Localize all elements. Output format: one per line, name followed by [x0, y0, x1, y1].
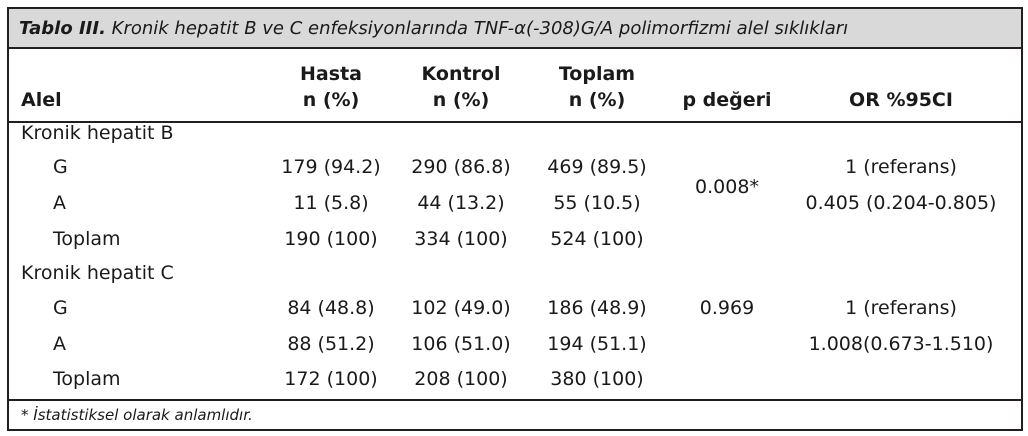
- table-row: A 11 (5.8) 44 (13.2) 55 (10.5) 0.405 (0.…: [9, 185, 1021, 221]
- cell-toplam: 524 (100): [550, 228, 644, 250]
- table-header: Alel Hasta n (%) Kontrol n (%) Toplam n …: [9, 51, 1021, 123]
- group-label-hepatit-b: Kronik hepatit B: [21, 122, 174, 144]
- header-kontrol-top: Kontrol: [421, 63, 501, 85]
- table-row: G 84 (48.8) 102 (49.0) 186 (48.9) 1 (ref…: [9, 290, 1021, 326]
- cell-hasta: 88 (51.2): [287, 333, 375, 355]
- cell-kontrol: 106 (51.0): [411, 333, 511, 355]
- header-or: OR %95CI: [849, 89, 953, 111]
- cell-hasta: 11 (5.8): [293, 192, 369, 214]
- table-frame: Tablo III. Kronik hepatit B ve C enfeksi…: [7, 7, 1023, 431]
- header-alel: Alel: [21, 89, 62, 111]
- table-row: G 179 (94.2) 290 (86.8) 469 (89.5) 1 (re…: [9, 149, 1021, 185]
- cell-toplam: 186 (48.9): [547, 297, 647, 319]
- group-label-hepatit-c: Kronik hepatit C: [21, 262, 174, 284]
- header-toplam-bottom: n (%): [568, 89, 626, 111]
- cell-alel: Toplam: [53, 228, 121, 250]
- p-value-hepatit-c: 0.969: [699, 297, 755, 319]
- cell-alel: Toplam: [53, 368, 121, 390]
- table-row: A 88 (51.2) 106 (51.0) 194 (51.1) 1.008(…: [9, 326, 1021, 362]
- cell-toplam: 380 (100): [550, 368, 644, 390]
- cell-hasta: 179 (94.2): [281, 156, 381, 178]
- caption-label: Tablo III.: [19, 18, 106, 39]
- cell-hasta: 190 (100): [284, 228, 378, 250]
- cell-toplam: 469 (89.5): [547, 156, 647, 178]
- header-hasta-bottom: n (%): [302, 89, 360, 111]
- cell-alel: A: [53, 333, 66, 355]
- cell-kontrol: 102 (49.0): [411, 297, 511, 319]
- cell-hasta: 172 (100): [284, 368, 378, 390]
- cell-toplam: 194 (51.1): [547, 333, 647, 355]
- cell-or: 1 (referans): [845, 156, 957, 178]
- cell-toplam: 55 (10.5): [553, 192, 641, 214]
- cell-kontrol: 290 (86.8): [411, 156, 511, 178]
- cell-alel: A: [53, 192, 66, 214]
- cell-alel: G: [53, 297, 68, 319]
- cell-kontrol: 334 (100): [414, 228, 508, 250]
- cell-kontrol: 208 (100): [414, 368, 508, 390]
- header-hasta-top: Hasta: [300, 63, 362, 85]
- cell-kontrol: 44 (13.2): [417, 192, 505, 214]
- table-caption: Tablo III. Kronik hepatit B ve C enfeksi…: [9, 9, 1021, 49]
- table-row: Toplam 172 (100) 208 (100) 380 (100): [9, 361, 1021, 397]
- cell-or: 1 (referans): [845, 297, 957, 319]
- cell-alel: G: [53, 156, 68, 178]
- header-toplam-top: Toplam: [558, 63, 636, 85]
- footnote: * İstatistiksel olarak anlamlıdır.: [21, 406, 253, 424]
- caption-text: Kronik hepatit B ve C enfeksiyonlarında …: [111, 18, 849, 39]
- cell-hasta: 84 (48.8): [287, 297, 375, 319]
- footer-divider: [9, 399, 1021, 401]
- header-kontrol-bottom: n (%): [432, 89, 490, 111]
- cell-or: 1.008(0.673-1.510): [808, 333, 994, 355]
- cell-or: 0.405 (0.204-0.805): [805, 192, 997, 214]
- p-value-hepatit-b: 0.008*: [695, 176, 759, 198]
- table-row: Toplam 190 (100) 334 (100) 524 (100): [9, 221, 1021, 257]
- header-p-value: p değeri: [682, 89, 772, 111]
